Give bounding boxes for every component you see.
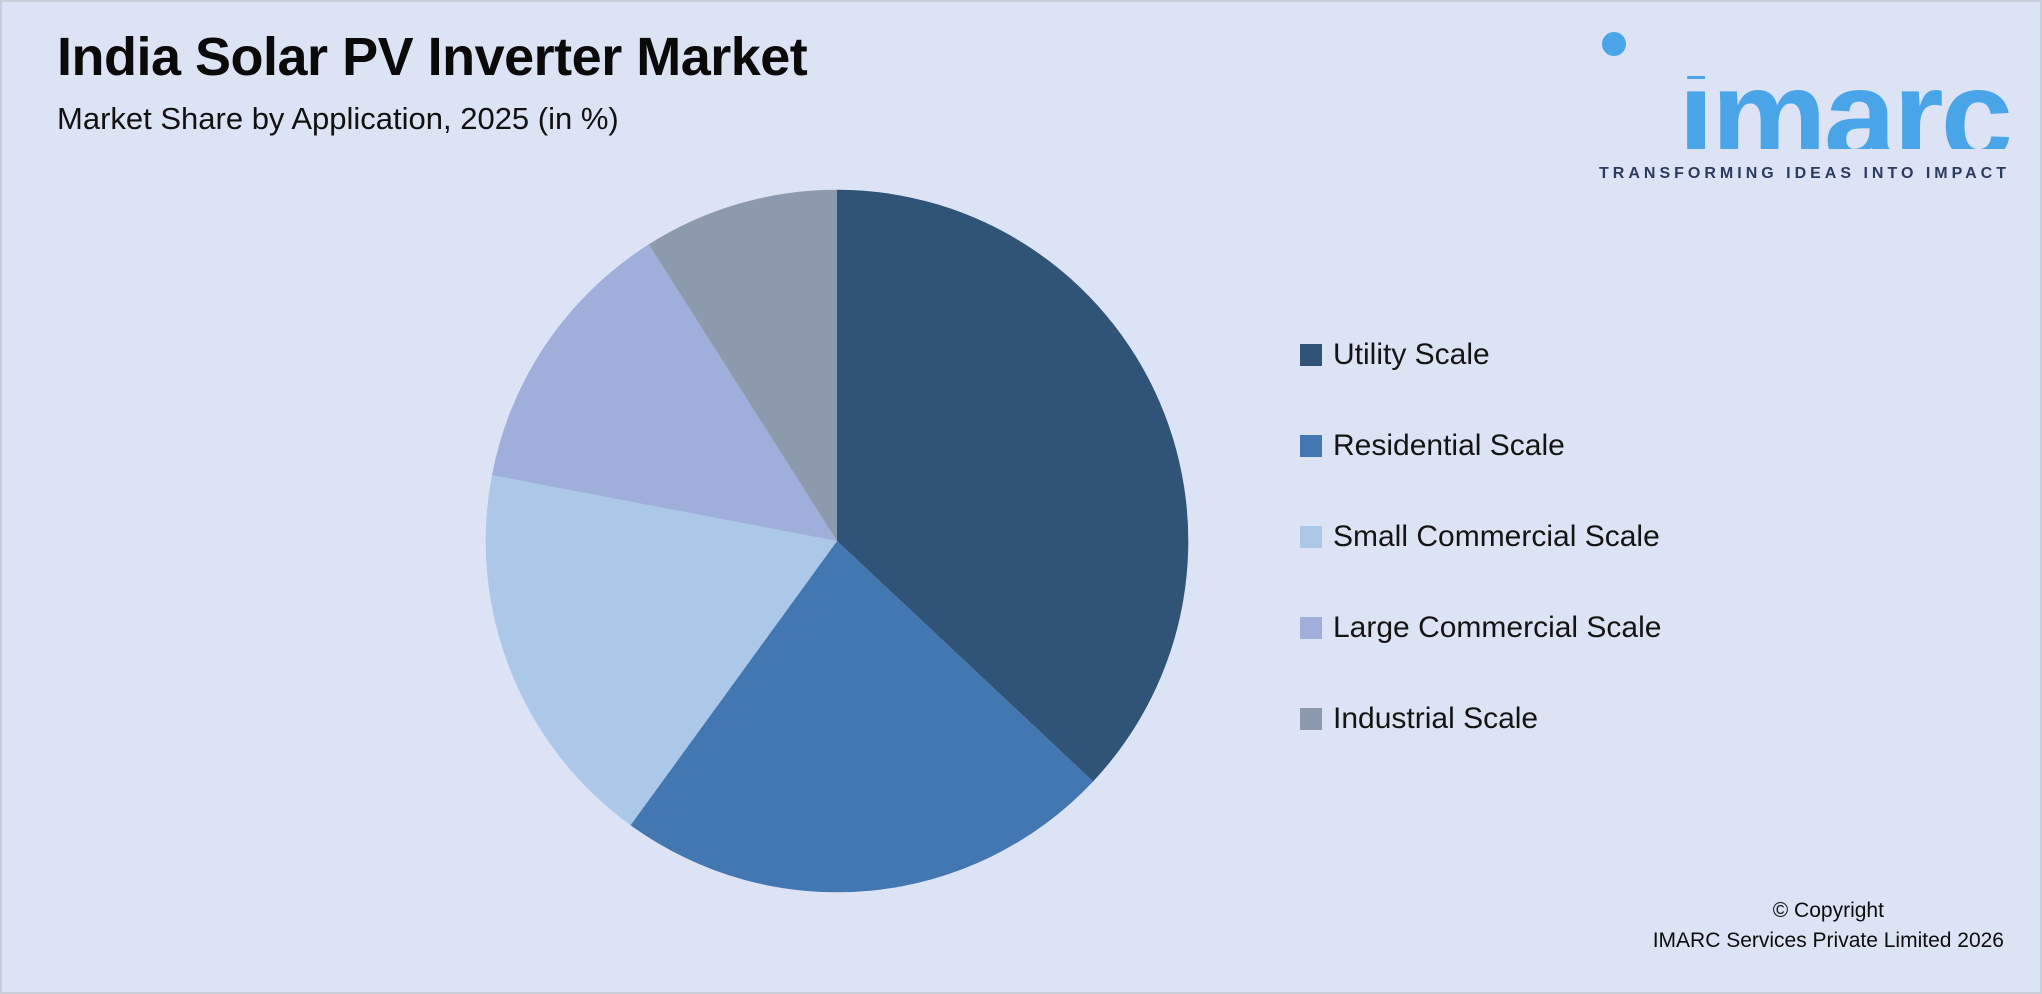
legend-label-large-commercial-scale: Large Commercial Scale bbox=[1333, 611, 1662, 644]
pie-svg bbox=[485, 189, 1189, 893]
imarc-logo: imarc TRANSFORMING IDEAS INTO IMPACT bbox=[1590, 32, 2010, 183]
pie-slice-residential-scale bbox=[630, 541, 1094, 893]
copyright: © Copyright IMARC Services Private Limit… bbox=[1653, 896, 2004, 956]
legend-marker-industrial-scale bbox=[1300, 708, 1322, 730]
pie-slice-large-commercial-scale bbox=[491, 244, 837, 542]
legend-item-residential-scale: Residential Scale bbox=[1300, 429, 1661, 463]
legend-marker-utility-scale bbox=[1300, 344, 1322, 366]
legend-label-utility-scale: Utility Scale bbox=[1333, 338, 1490, 371]
page-subtitle: Market Share by Application, 2025 (in %) bbox=[57, 101, 619, 137]
logo-dot-icon bbox=[1602, 32, 1626, 56]
legend-label-small-commercial-scale: Small Commercial Scale bbox=[1333, 520, 1660, 553]
legend-item-large-commercial-scale: Large Commercial Scale bbox=[1300, 611, 1661, 645]
legend-item-utility-scale: Utility Scale bbox=[1300, 338, 1661, 372]
legend-item-industrial-scale: Industrial Scale bbox=[1300, 702, 1661, 736]
legend-marker-residential-scale bbox=[1300, 435, 1322, 457]
pie-slice-industrial-scale bbox=[648, 189, 837, 542]
legend-label-residential-scale: Residential Scale bbox=[1333, 429, 1565, 462]
legend-label-industrial-scale: Industrial Scale bbox=[1333, 702, 1539, 735]
legend-marker-large-commercial-scale bbox=[1300, 617, 1322, 639]
page-title: India Solar PV Inverter Market bbox=[57, 27, 808, 87]
pie-slice-small-commercial-scale bbox=[485, 475, 837, 826]
copyright-line2: IMARC Services Private Limited 2026 bbox=[1652, 929, 2004, 952]
logo-tagline: TRANSFORMING IDEAS INTO IMPACT bbox=[1599, 165, 2010, 182]
header: India Solar PV Inverter Market Market Sh… bbox=[57, 27, 808, 137]
pie-slice-utility-scale bbox=[837, 189, 1189, 782]
logo-text: imarc bbox=[1678, 76, 2010, 149]
pie-chart bbox=[485, 189, 1189, 893]
logo-wordmark: imarc bbox=[1590, 76, 2010, 149]
legend-item-small-commercial-scale: Small Commercial Scale bbox=[1300, 520, 1661, 554]
copyright-line1: © Copyright bbox=[1772, 899, 1884, 922]
legend: Utility Scale Residential Scale Small Comm… bbox=[1300, 338, 1661, 736]
legend-marker-small-commercial-scale bbox=[1300, 526, 1322, 548]
